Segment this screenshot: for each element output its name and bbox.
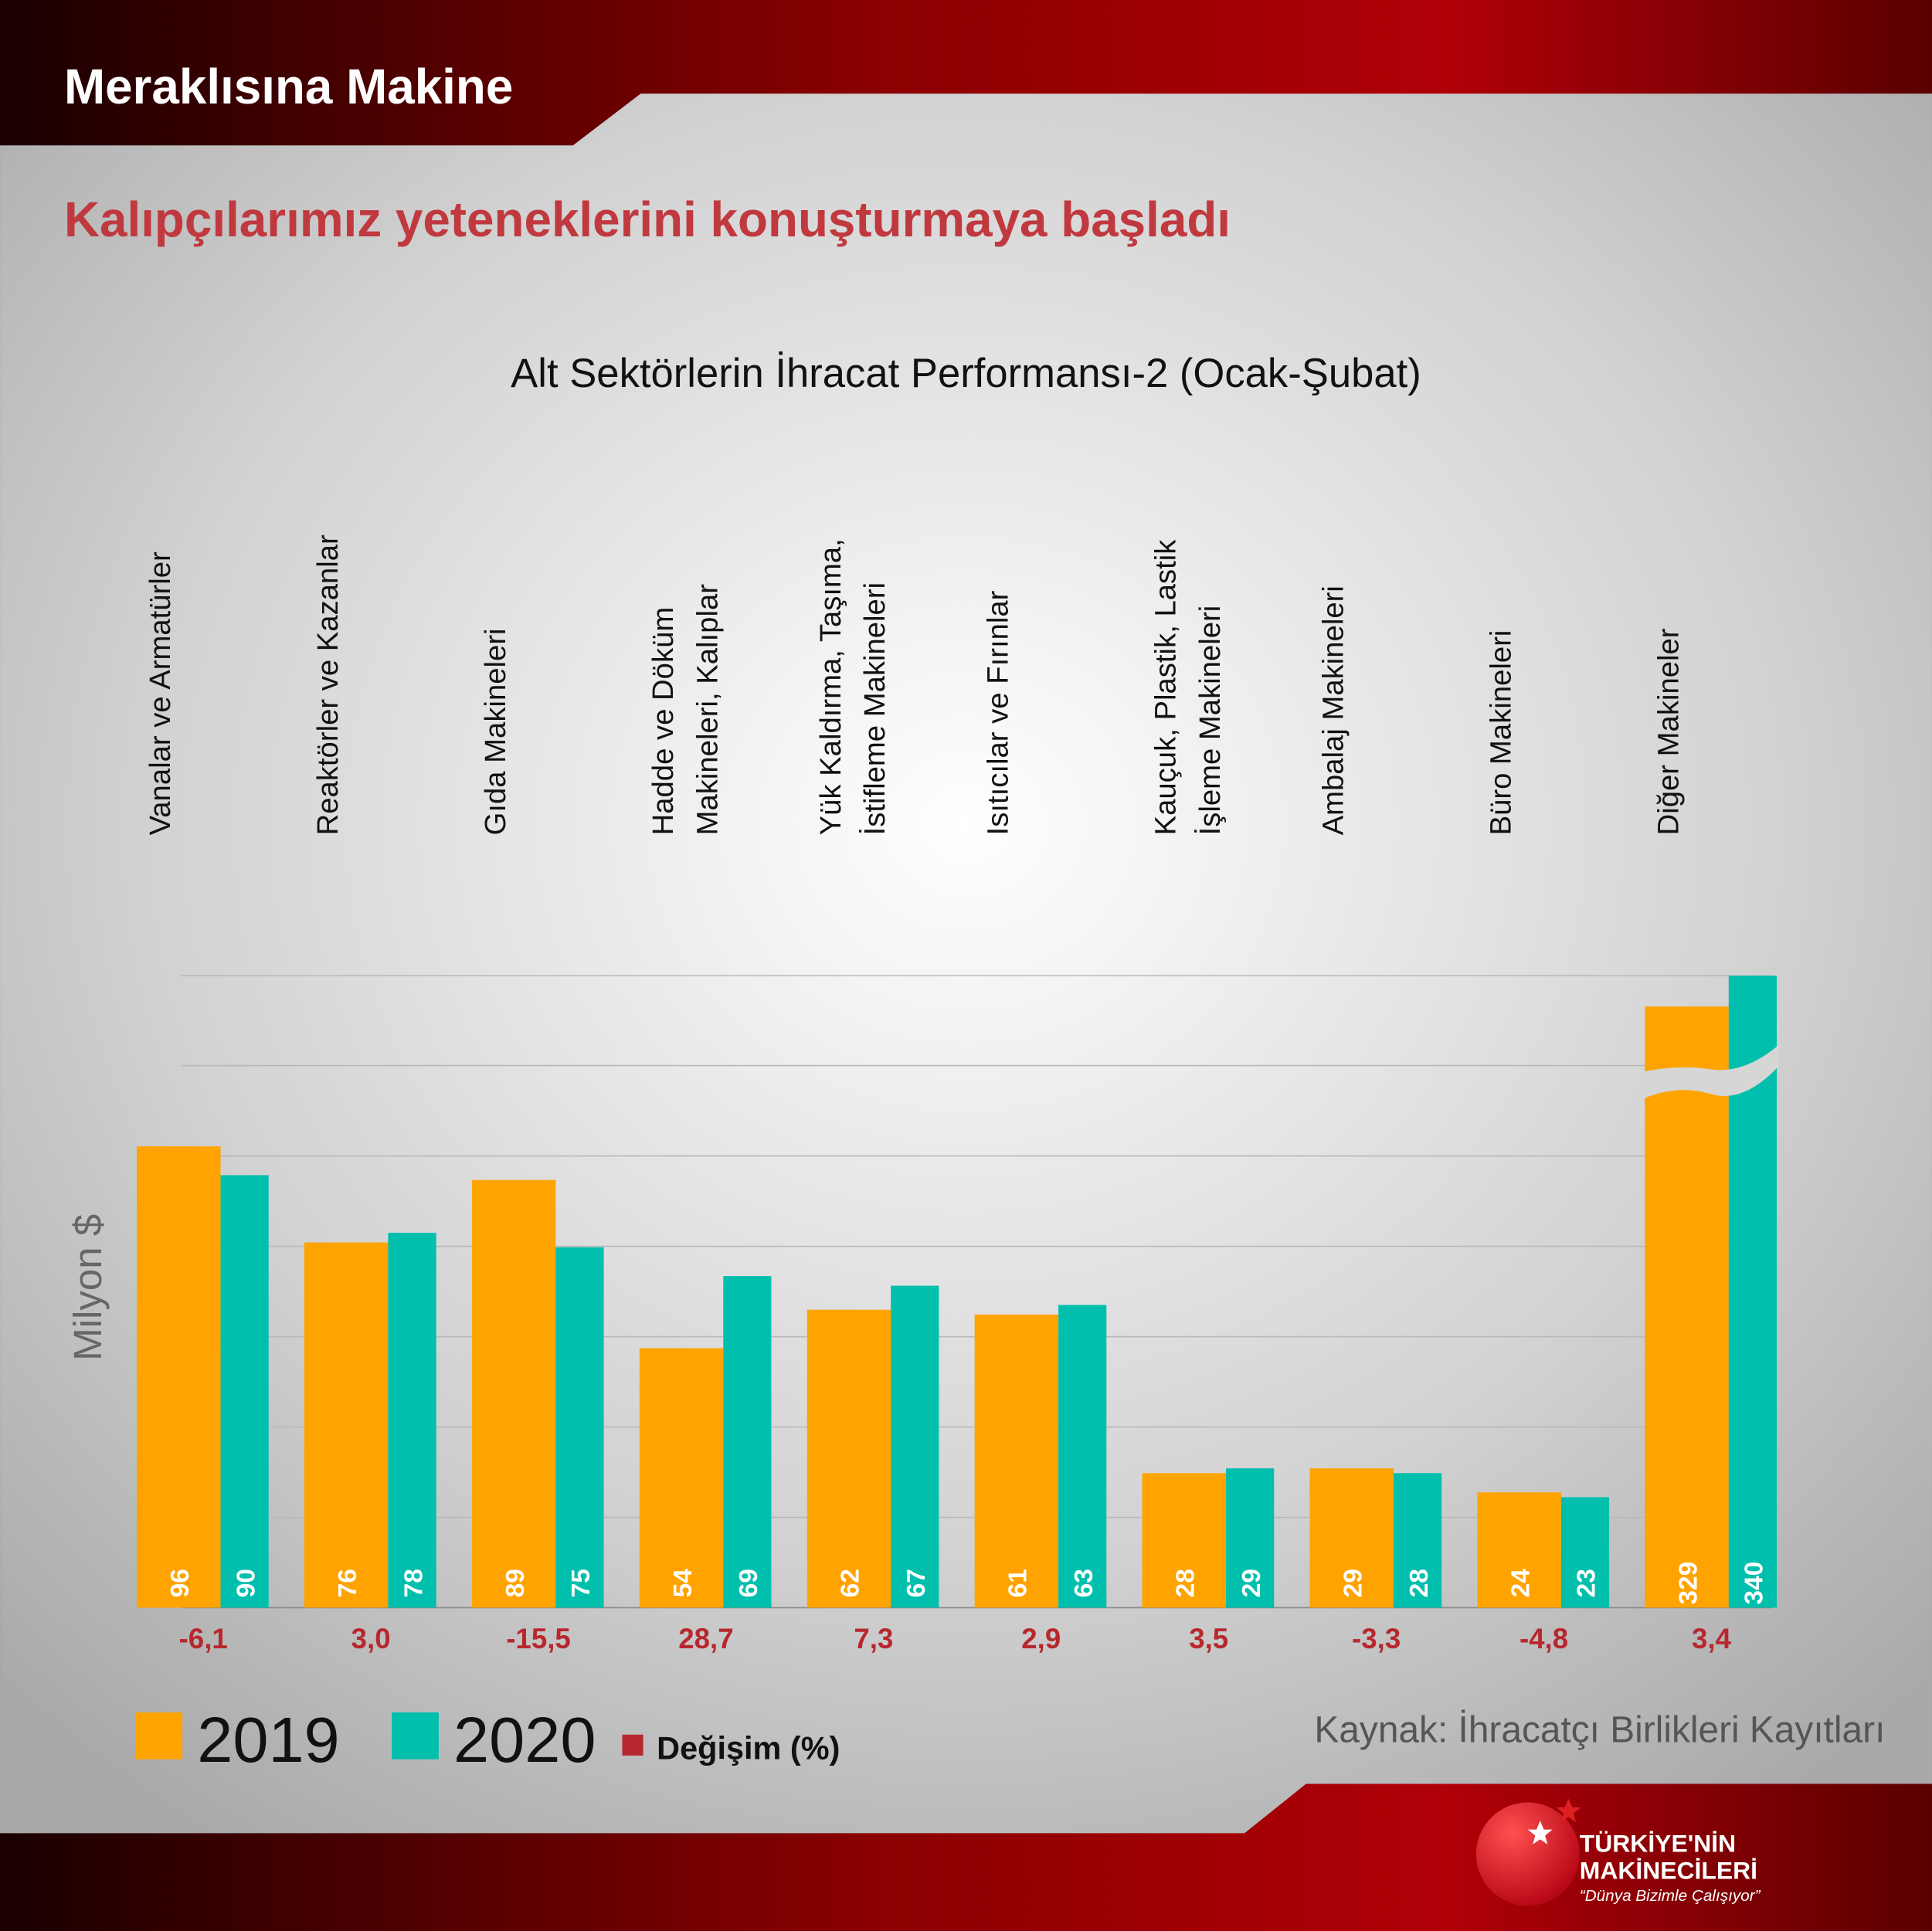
- value-label: 67: [902, 1569, 931, 1597]
- bar: [723, 1276, 772, 1608]
- axis-break: [1642, 1044, 1780, 1099]
- value-label: 24: [1506, 1569, 1535, 1598]
- legend-swatch: [622, 1734, 643, 1756]
- x-tick-label: Gıda Makineleri: [479, 628, 512, 835]
- value-label: 96: [166, 1569, 195, 1597]
- bar: [220, 1175, 269, 1608]
- value-label: 29: [1339, 1569, 1367, 1597]
- legend-swatch: [392, 1712, 439, 1760]
- logo-text: TÜRKİYE'NİN: [1580, 1829, 1736, 1857]
- legend-label: Değişim (%): [657, 1730, 840, 1766]
- y-axis-label: Milyon $: [66, 1214, 110, 1361]
- change-label: -6,1: [179, 1623, 228, 1654]
- bar: [1645, 1006, 1729, 1608]
- x-tick-label: Isıtıcılar ve Fırınlar: [982, 590, 1015, 835]
- bar: [891, 1285, 939, 1608]
- change-label: 3,4: [1692, 1623, 1732, 1654]
- x-tick-label: Vanalar ve Armatürler: [144, 551, 177, 835]
- bar: [1226, 1468, 1275, 1608]
- value-label: 61: [1004, 1569, 1033, 1597]
- change-label: 28,7: [678, 1623, 733, 1654]
- bar: [555, 1247, 604, 1608]
- change-label: 7,3: [854, 1623, 893, 1654]
- logo-ball: [1475, 1802, 1580, 1906]
- x-tick-label: Reaktörler ve Kazanlar: [311, 535, 345, 835]
- legend-label: 2019: [197, 1704, 339, 1776]
- x-tick-label: Diğer Makineler: [1652, 628, 1685, 835]
- bar: [974, 1314, 1059, 1608]
- change-label: 3,0: [351, 1623, 391, 1654]
- logo-slogan: “Dünya Bizimle Çalışıyor”: [1580, 1887, 1761, 1905]
- x-tick-label: Büro Makineleri: [1484, 630, 1517, 836]
- legend-swatch: [135, 1712, 183, 1760]
- chart-title: Alt Sektörlerin İhracat Performansı-2 (O…: [511, 351, 1421, 396]
- bar: [1393, 1473, 1442, 1608]
- value-label: 76: [334, 1569, 362, 1597]
- source: Kaynak: İhracatçı Birlikleri Kayıtları: [1314, 1709, 1885, 1750]
- value-label: 23: [1573, 1569, 1601, 1597]
- bar: [137, 1146, 221, 1608]
- change-label: 3,5: [1189, 1623, 1228, 1654]
- value-label: 28: [1405, 1569, 1434, 1597]
- logo-star: [1527, 1821, 1553, 1844]
- change-label: 2,9: [1021, 1623, 1061, 1654]
- value-label: 78: [399, 1569, 428, 1597]
- x-tick-label: Yük Kaldırma, Taşıma,: [814, 538, 847, 835]
- value-label: 54: [669, 1569, 698, 1598]
- bar: [806, 1309, 891, 1608]
- bar: [1560, 1497, 1610, 1608]
- x-tick-label: Makineleri, Kalıplar: [691, 584, 724, 836]
- x-tick-label: İşleme Makineleri: [1193, 606, 1227, 836]
- value-label: 329: [1674, 1562, 1703, 1605]
- value-label: 89: [501, 1569, 530, 1597]
- change-label: -3,3: [1352, 1623, 1401, 1654]
- x-tick-label: Kauçuk, Plastik, Lastik: [1149, 539, 1183, 836]
- value-label: 63: [1070, 1569, 1098, 1597]
- bar: [388, 1233, 436, 1608]
- value-label: 75: [567, 1569, 596, 1597]
- bar: [1058, 1305, 1107, 1608]
- value-label: 62: [837, 1569, 865, 1597]
- bar: [639, 1348, 724, 1608]
- logo-text: MAKİNECİLERİ: [1580, 1856, 1757, 1884]
- value-label: 69: [735, 1569, 763, 1597]
- value-label: 340: [1740, 1562, 1769, 1605]
- change-label: -4,8: [1519, 1623, 1568, 1654]
- value-label: 90: [232, 1569, 260, 1597]
- logo-star: [1556, 1798, 1581, 1823]
- legend-label: 2020: [453, 1704, 596, 1776]
- x-tick-label: İstifleme Makineleri: [858, 582, 891, 835]
- bar: [1477, 1492, 1561, 1608]
- value-label: 28: [1172, 1569, 1200, 1597]
- bar: [1309, 1468, 1394, 1608]
- headline: Kalıpçılarımız yeteneklerini konuşturmay…: [64, 192, 1231, 247]
- value-label: 29: [1238, 1569, 1266, 1597]
- bar: [304, 1242, 389, 1608]
- x-tick-label: Ambalaj Makineleri: [1317, 585, 1350, 835]
- section-title: Meraklısına Makine: [64, 59, 513, 114]
- change-label: -15,5: [506, 1623, 571, 1654]
- bar: [471, 1179, 556, 1608]
- x-tick-label: Hadde ve Döküm: [647, 607, 680, 836]
- bar: [1142, 1473, 1227, 1608]
